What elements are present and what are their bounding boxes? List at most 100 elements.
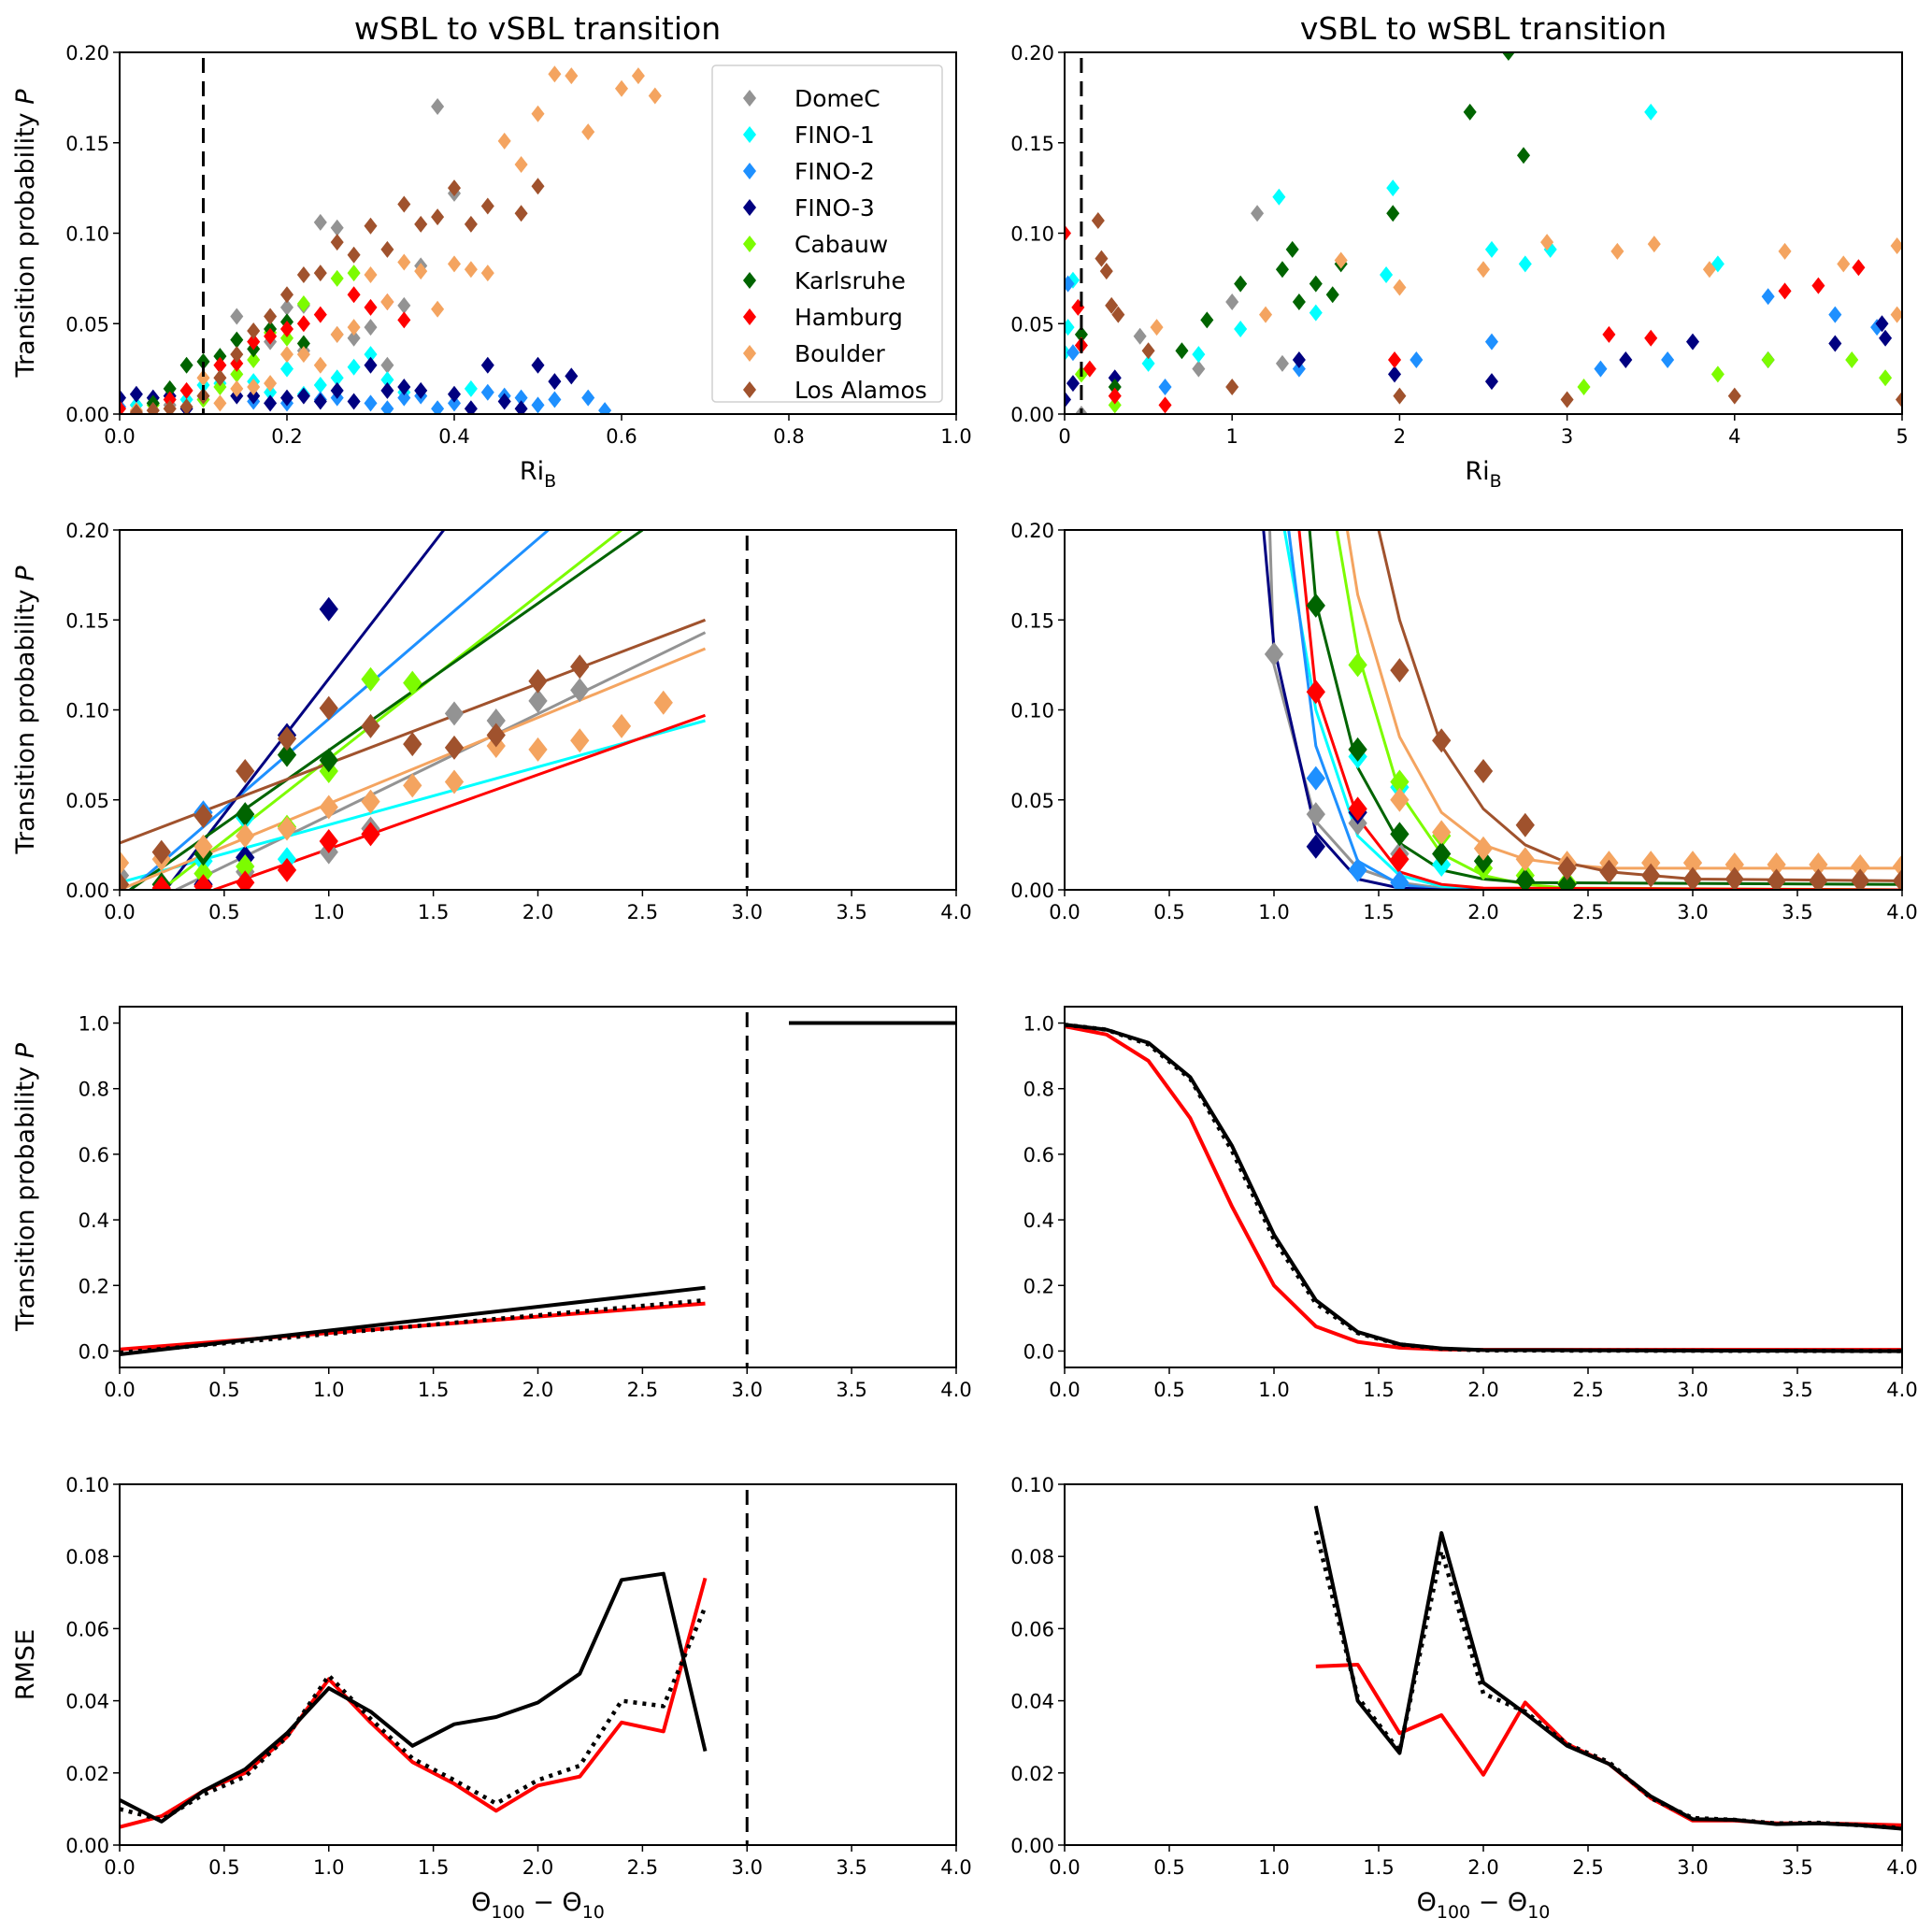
point-los-alamos [1892,868,1902,890]
point-karlsruhe [1348,737,1367,762]
point-los-alamos [444,735,465,760]
point-boulder [1393,279,1407,296]
point-cabauw [347,265,361,282]
point-boulder [196,369,210,387]
y-tick-label: 0.06 [65,1618,109,1640]
point-boulder [480,265,494,282]
y-tick-label: 0.8 [1023,1079,1054,1101]
series-line-black [1065,1023,1902,1353]
x-tick-label: 3.5 [1782,1856,1812,1879]
point-boulder [514,155,528,173]
point-fino-3 [1685,333,1700,351]
point-los-alamos [531,178,545,195]
x-tick-label: 3.5 [836,1856,866,1879]
point-hamburg [1348,796,1367,822]
point-fino-2 [581,389,595,407]
point-fino-3 [414,381,428,399]
point-karlsruhe [319,748,338,773]
y-tick-label: 0.00 [65,880,109,902]
point-boulder [120,851,130,876]
point-boulder [213,394,227,412]
point-fino-3 [364,356,378,374]
point-fino-3 [497,393,511,410]
panel-r1c1: 0.0 0.2 0.4 0.6 0.8 1.0 0.00 0.05 0.10 0.15 0.20 Ri… [11,42,972,492]
point-los-alamos [1767,868,1786,890]
point-fino-3 [319,596,338,622]
legend-marker-icon [742,199,757,216]
point-karlsruhe [1234,275,1248,293]
x-tick-label: 2.5 [1572,1379,1603,1401]
point-boulder [277,816,297,841]
point-cabauw [403,670,422,695]
y-tick-label: 0.00 [65,404,109,426]
point-karlsruhe [1501,52,1515,61]
point-hamburg [264,327,278,345]
point-boulder [444,769,465,794]
point-boulder [330,325,344,343]
fit-line-cabauw [160,530,623,890]
point-boulder [403,773,422,798]
point-boulder [1390,787,1410,812]
point-domec [364,319,378,336]
point-boulder [581,123,595,141]
point-domec [1275,354,1289,372]
x-tick-label: 2.0 [522,1379,553,1401]
point-fino-3 [247,387,261,405]
x-tick-label: 1.5 [418,1379,449,1401]
point-los-alamos [403,732,422,757]
fit-line-hamburg [213,713,707,890]
point-boulder [1702,261,1716,279]
legend-item: Cabauw [742,231,888,258]
point-cabauw [236,853,255,879]
point-boulder [497,132,511,150]
point-fino-2 [1410,351,1424,368]
series-line-black [1313,1505,1902,1831]
point-boulder [447,255,462,273]
point-fino-3 [514,400,528,414]
point-los-alamos [414,215,428,233]
point-los-alamos [486,723,506,748]
y-tick-label: 0.20 [1010,42,1054,64]
x-axis-label: Θ100 − Θ10 [471,1888,605,1923]
x-tick-label: 3.5 [836,1379,866,1401]
point-boulder [1682,851,1703,876]
panel-r3c2: 0.0 0.5 1.0 1.5 2.0 2.5 3.0 3.5 4.0 0.0 0.2 0.4 0.6 0… [1023,1006,1918,1401]
point-fino-2 [1066,344,1080,362]
point-los-alamos [1473,758,1494,783]
point-fino-1 [1484,240,1498,258]
point-los-alamos [1091,211,1105,229]
point-cabauw [1761,351,1775,368]
point-fino-3 [347,393,361,410]
plot-area [1065,52,1902,414]
legend-label: Cabauw [794,231,888,258]
axes-frame [1064,529,1903,891]
point-los-alamos [528,668,548,694]
point-hamburg [1778,282,1792,300]
point-los-alamos [1682,866,1703,890]
y-tick-label: 1.0 [79,1013,109,1036]
panels: 0.0 0.2 0.4 0.6 0.8 1.00.000.050.100.150.20Ri… [11,42,1918,1923]
legend-item: Hamburg [742,304,903,331]
point-fino-1 [464,379,478,397]
point-fino-3 [531,356,545,374]
point-los-alamos [236,758,255,783]
point-boulder [296,346,310,364]
fit-line-fino-3 [165,530,445,890]
point-karlsruhe [1516,147,1531,165]
point-fino-2 [598,402,612,414]
point-karlsruhe [163,379,177,397]
point-cabauw [213,378,227,395]
point-domec [528,688,548,713]
point-hamburg [179,381,193,399]
point-fino-2 [1761,288,1775,306]
point-fino-3 [1306,834,1325,859]
point-hamburg [193,874,213,890]
y-tick-label: 0.06 [1010,1618,1054,1640]
point-los-alamos [397,195,411,213]
point-fino-3 [1619,351,1633,368]
fit-line-los-alamos [120,618,707,845]
fit-line-domec [175,631,707,890]
point-domec [444,701,465,726]
y-tick-label: 0.4 [1023,1209,1054,1232]
y-tick-label: 0.00 [65,1835,109,1857]
